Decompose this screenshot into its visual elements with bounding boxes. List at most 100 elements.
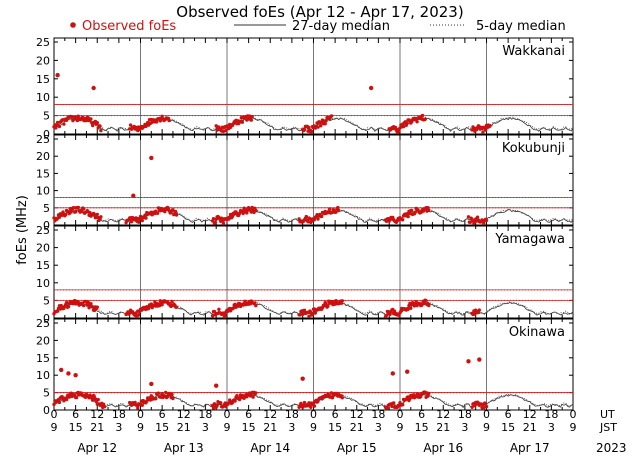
- observed-point: [302, 308, 307, 312]
- observed-point: [149, 394, 153, 398]
- panel-wakkanai: 0 5 10 15 20 25 Wakkanai: [36, 36, 574, 141]
- observed-point: [422, 301, 426, 306]
- observed-point: [466, 215, 471, 219]
- observed-outlier: [59, 367, 64, 373]
- y-tick-label: 10: [36, 185, 50, 198]
- observed-point: [230, 214, 235, 219]
- observed-point: [140, 403, 144, 407]
- observed-point: [385, 406, 390, 411]
- x-tick-label-ut: 6: [159, 408, 166, 421]
- observed-point: [52, 402, 56, 407]
- x-tick-label-jst: 21: [350, 421, 364, 434]
- observed-point: [213, 220, 217, 224]
- observed-outlier: [368, 85, 374, 91]
- observed-point: [64, 397, 69, 402]
- y-tick-label: 20: [36, 242, 50, 255]
- observed-point: [401, 403, 405, 407]
- x-tick-label-ut: 0: [397, 408, 404, 421]
- observed-point: [401, 125, 406, 129]
- observed-point: [136, 406, 140, 410]
- y-tick-label: 10: [36, 277, 50, 290]
- observed-point: [155, 120, 159, 124]
- observed-point: [326, 304, 330, 308]
- observed-point: [54, 126, 58, 130]
- observed-point: [427, 391, 431, 396]
- observed-point: [415, 120, 419, 124]
- panel-yamagawa: 0 5 10 15 20 25 Yamagawa: [36, 224, 574, 325]
- observed-point: [334, 210, 338, 214]
- observed-point: [299, 401, 303, 406]
- y-tick-label: 5: [43, 294, 50, 307]
- day-label: Apr 16: [423, 441, 463, 455]
- observed-point: [233, 399, 237, 403]
- observed-point: [224, 405, 228, 409]
- ut-label: UT: [600, 408, 615, 421]
- observed-point: [410, 208, 414, 213]
- observed-point: [302, 127, 307, 132]
- observed-point: [211, 217, 216, 221]
- y-axis-label: foEs (MHz): [15, 195, 30, 265]
- legend: Observed foEs 27-day median 5-day median: [70, 19, 566, 34]
- x-tick-label-ut: 12: [90, 408, 104, 421]
- x-tick-label-ut: 12: [523, 408, 537, 421]
- observed-point: [477, 308, 481, 312]
- observed-point: [129, 220, 134, 224]
- y-tick-label: 0: [43, 404, 50, 417]
- x-tick-label-jst: 9: [137, 421, 144, 434]
- x-tick-label-jst: 21: [263, 421, 277, 434]
- x-tick-label-ut: 18: [285, 408, 299, 421]
- observed-point: [57, 400, 62, 405]
- observed-outlier: [466, 359, 471, 364]
- observed-point: [170, 299, 174, 304]
- observed-point: [298, 313, 302, 317]
- observed-outlier: [55, 72, 60, 78]
- observed-point: [488, 124, 492, 128]
- observed-outlier: [91, 393, 96, 399]
- observed-point: [97, 218, 101, 223]
- x-tick-label-jst: 3: [288, 421, 295, 434]
- observed-point: [309, 405, 313, 409]
- observed-point: [215, 128, 219, 132]
- x-tick-label-ut: 18: [198, 408, 212, 421]
- x-tick-label-ut: 6: [72, 408, 79, 421]
- observed-point: [174, 305, 179, 309]
- observed-point: [128, 123, 133, 127]
- observed-point: [307, 125, 311, 130]
- observed-point: [160, 303, 164, 307]
- x-tick-label-jst: 9: [483, 421, 490, 434]
- observed-point: [163, 209, 167, 214]
- station-label: Okinawa: [509, 325, 565, 340]
- observed-point: [155, 211, 160, 215]
- observed-point: [154, 396, 158, 401]
- legend-27day-label: 27-day median: [292, 19, 390, 34]
- x-tick-label-ut: 18: [112, 408, 126, 421]
- observed-point: [406, 307, 410, 311]
- x-tick-label-ut: 18: [544, 408, 558, 421]
- x-tick-label-ut: 6: [332, 408, 339, 421]
- observed-point: [475, 215, 480, 219]
- x-tick-label-jst: 21: [90, 421, 104, 434]
- observed-outlier: [91, 85, 96, 91]
- observed-point: [144, 216, 148, 220]
- x-tick-label-jst: 9: [51, 421, 58, 434]
- observed-point: [55, 309, 60, 313]
- observed-point: [323, 122, 327, 126]
- observed-point: [468, 220, 472, 224]
- observed-point: [254, 208, 258, 213]
- observed-point: [96, 397, 100, 402]
- observed-point: [240, 120, 244, 124]
- observed-point: [328, 207, 332, 211]
- station-label: Wakkanai: [502, 44, 565, 59]
- x-tick-label-ut: 12: [177, 408, 191, 421]
- observed-point: [99, 128, 103, 133]
- observed-point: [91, 123, 95, 128]
- observed-outlier: [149, 155, 154, 161]
- observed-point: [247, 114, 252, 118]
- y-tick-label: 25: [36, 317, 50, 330]
- observed-point: [236, 304, 240, 308]
- observed-point: [164, 390, 168, 395]
- observed-point: [483, 402, 488, 406]
- observed-point: [158, 299, 162, 303]
- observed-point: [174, 213, 179, 217]
- observed-point: [420, 113, 425, 118]
